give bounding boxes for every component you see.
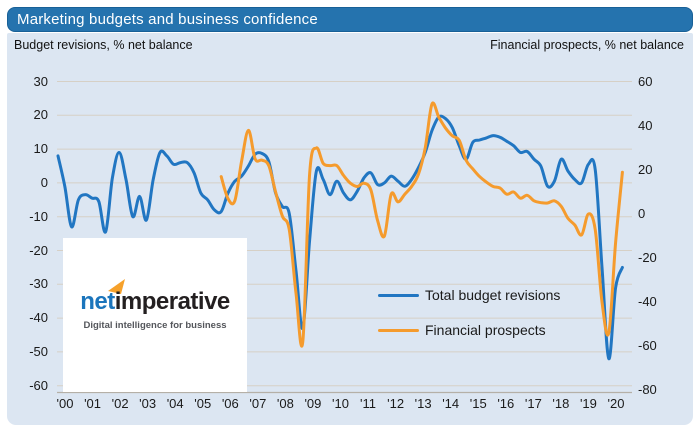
x-axis-tick-label: '05 — [194, 396, 212, 411]
y-axis-tick-label: -60 — [29, 377, 48, 393]
x-axis-tick-label: '03 — [139, 396, 157, 411]
logo-wordmark-imperative: imperative — [114, 288, 231, 315]
x-axis-tick-label: '17 — [524, 396, 542, 411]
x-axis-tick-label: '18 — [552, 396, 570, 411]
logo-wordmark: netimperative — [63, 288, 247, 316]
x-axis-tick-label: '00 — [56, 396, 74, 411]
chart-title-bar: Marketing budgets and business confidenc… — [7, 7, 693, 32]
logo-wordmark-net: net — [80, 288, 115, 315]
series-line-financial-prospects — [219, 101, 624, 348]
legend-item-total-budget-revisions: Total budget revisions — [378, 286, 560, 304]
y-axis-tick-label: -20 — [29, 242, 48, 258]
y-axis-tick-label: 0 — [638, 206, 646, 221]
x-axis-tick-label: '12 — [387, 396, 405, 411]
x-axis-tick-label: '19 — [579, 396, 597, 411]
x-axis-tick-label: '13 — [414, 396, 432, 411]
logo: netimperative Digital intelligence for b… — [63, 238, 247, 392]
x-axis-tick-label: '10 — [332, 396, 349, 411]
x-axis-tick-label: '15 — [469, 396, 487, 411]
x-axis-tick-label: '08 — [276, 396, 294, 411]
x-axis-tick-label: '14 — [442, 396, 460, 411]
logo-arrow-icon — [108, 279, 125, 294]
right-axis-subtitle: Financial prospects, % net balance — [490, 38, 684, 52]
y-axis-tick-label: -20 — [638, 250, 657, 265]
y-axis-tick-label: 40 — [638, 118, 653, 133]
y-axis-tick-label: 0 — [40, 174, 48, 190]
x-axis-tick-label: '06 — [221, 396, 239, 411]
y-axis-tick-label: -40 — [638, 294, 657, 309]
legend-label: Total budget revisions — [425, 287, 561, 303]
y-axis-tick-label: -30 — [29, 276, 48, 292]
x-axis-tick-label: '02 — [111, 396, 129, 411]
left-axis-subtitle: Budget revisions, % net balance — [14, 38, 193, 52]
x-axis-tick-label: '07 — [249, 396, 267, 411]
legend-label: Financial prospects — [425, 322, 546, 338]
y-axis-tick-label: -80 — [638, 382, 657, 397]
legend-item-financial-prospects: Financial prospects — [378, 321, 546, 339]
x-axis-tick-label: '04 — [166, 396, 184, 411]
y-axis-tick-label: 30 — [33, 73, 48, 89]
y-axis-tick-label: -60 — [638, 338, 657, 353]
legend-line-financial-prospects — [378, 328, 419, 332]
y-axis-tick-label: -40 — [29, 310, 48, 326]
series-line-total-budget-revisions — [56, 114, 624, 361]
y-axis-tick-label: 20 — [638, 162, 653, 177]
y-axis-tick-label: 20 — [33, 107, 48, 123]
chart-title: Marketing budgets and business confidenc… — [17, 11, 318, 28]
x-axis-tick-label: '09 — [304, 396, 322, 411]
y-axis-tick-label: 60 — [638, 74, 653, 89]
x-axis-tick-label: '16 — [497, 396, 515, 411]
y-axis-tick-label: -10 — [29, 208, 48, 224]
legend-line-total-budget-revisions — [378, 293, 419, 297]
logo-tagline: Digital intelligence for business — [83, 320, 227, 331]
x-axis-tick-label: '01 — [84, 396, 102, 411]
x-axis-tick-label: '20 — [607, 396, 625, 411]
x-axis-tick-label: '11 — [360, 396, 377, 411]
y-axis-tick-label: 10 — [33, 141, 48, 157]
y-axis-tick-label: -50 — [29, 343, 48, 359]
